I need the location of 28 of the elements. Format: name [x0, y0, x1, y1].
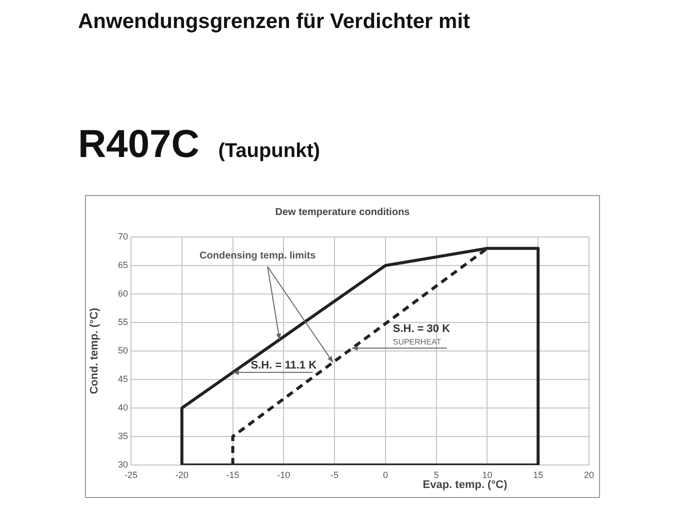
x-tick-label: 20 [584, 470, 594, 480]
x-tick-label: 10 [482, 470, 492, 480]
annotation: S.H. = 30 K [392, 323, 450, 336]
y-tick-label: 55 [118, 316, 128, 327]
x-tick-label: -15 [226, 470, 240, 480]
y-tick-label: 45 [118, 374, 128, 384]
chart-subtitle: R407C (Taupunkt) [78, 123, 320, 166]
y-axis-title: Cond. temp. (°C) [88, 308, 101, 394]
y-tick-label: 60 [118, 288, 128, 298]
x-tick-label: -10 [277, 470, 290, 480]
x-tick-label: -5 [330, 470, 339, 480]
x-tick-label: -25 [124, 470, 138, 480]
text: Dew temperature conditions [275, 206, 410, 218]
y-tick-label: 35 [118, 430, 128, 441]
annotation: SUPERHEAT [392, 337, 442, 346]
chart-title: Anwendungsgrenzen für Verdichter mit [78, 10, 470, 34]
x-tick-label: 15 [533, 470, 544, 480]
x-tick-label: 5 [434, 470, 439, 480]
y-tick-label: 65 [118, 260, 128, 270]
y-tick-label: 40 [118, 402, 128, 412]
x-tick-label: -20 [175, 470, 188, 480]
x-tick-label: 0 [382, 470, 388, 480]
annotation: S.H. = 11.1 K [250, 359, 317, 372]
y-tick-label: 70 [118, 231, 128, 242]
y-tick-label: 50 [118, 345, 128, 356]
annotation: Condensing temp. limits [200, 250, 316, 262]
x-axis-title: Evap. temp. (°C) [422, 479, 508, 492]
y-tick-label: 30 [118, 459, 128, 470]
